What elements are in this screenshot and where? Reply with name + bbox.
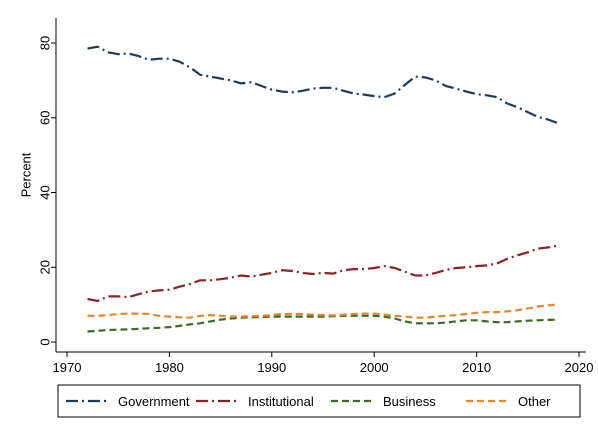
legend: Government Institutional Business Other (57, 384, 581, 418)
x-tick-label: 2000 (360, 360, 389, 375)
series-line-other (87, 303, 559, 319)
x-tick-label: 1990 (257, 360, 286, 375)
series-line-business (87, 314, 559, 333)
x-tick-label: 2020 (565, 360, 594, 375)
x-tick-label: 1970 (53, 360, 82, 375)
y-tick-label: 40 (38, 185, 53, 199)
legend-label-other: Other (518, 394, 551, 409)
y-tick-label: 80 (38, 36, 53, 50)
y-tick-label: 20 (38, 260, 53, 274)
y-tick-label: 60 (38, 111, 53, 125)
x-tick-label: 2010 (462, 360, 491, 375)
legend-label-institutional: Institutional (248, 394, 314, 409)
x-tick-label: 1980 (155, 360, 184, 375)
legend-label-government: Government (118, 394, 190, 409)
axes: 1970 1980 1990 2000 2010 2020 0 20 40 60 80 (38, 18, 594, 375)
series-line-government (87, 45, 559, 125)
series-line-institutional (87, 244, 559, 302)
y-tick-label: 0 (38, 338, 53, 345)
plot-lines (87, 45, 559, 333)
y-axis-title: Percent (19, 152, 34, 197)
legend-label-business: Business (383, 394, 436, 409)
